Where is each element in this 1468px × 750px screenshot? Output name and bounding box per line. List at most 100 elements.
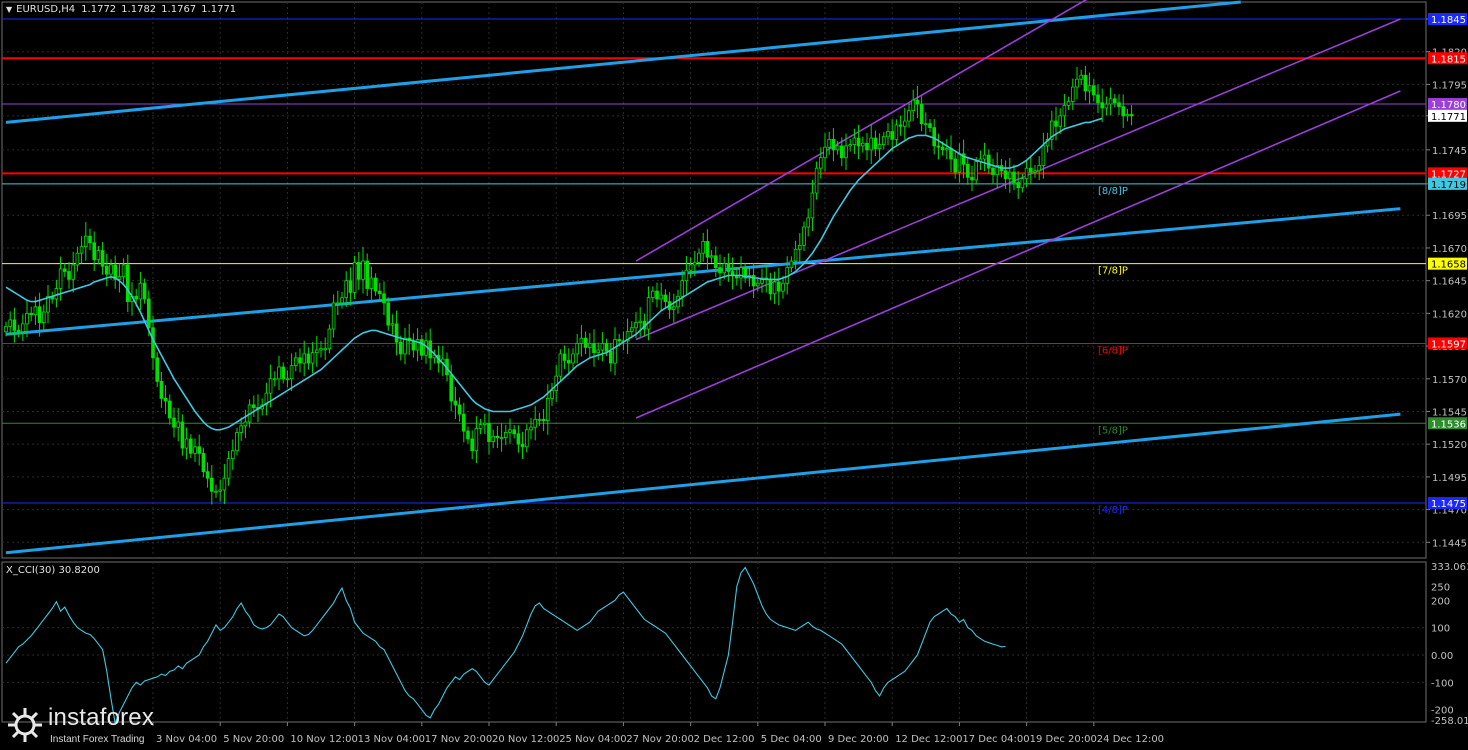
time-tick-label: 25 Nov 04:00 [559,734,626,745]
dropdown-triangle-icon[interactable]: ▼ [6,5,13,14]
candle-body [365,260,369,289]
price-series [4,65,1134,505]
candle-body [344,280,348,299]
price-tick-label: 1.1745 [1432,146,1467,157]
candle-body [134,295,139,300]
candle-body [688,264,693,271]
symbol-header[interactable]: ▼ EURUSD,H4 1.1772 1.1782 1.1767 1.1771 [6,4,241,15]
candle-body [348,280,353,293]
candle-body [630,327,634,333]
candle-body [831,138,836,151]
candle-body [1062,104,1067,117]
level-price-label: 1.1727 [1431,169,1466,180]
candle-body [222,477,227,491]
candle-body [331,302,336,330]
candle-body [352,261,357,293]
candle-body [739,267,743,279]
cci-tick-label: -200 [1431,706,1454,717]
level-price-tag [1428,337,1467,350]
candle-body [919,103,924,125]
trend-line [5,412,1401,555]
cci-tick-label: -258.013 [1431,716,1468,727]
candle-body [84,235,88,248]
candle-body [861,142,865,147]
cci-axis: 333.061 250 200 100 0.00 -100 -200-258.013 [1431,562,1468,727]
candle-body [928,123,932,128]
candle-body [793,248,798,262]
candle-body [1087,85,1092,92]
candle-body [680,280,684,297]
candle-body [890,131,894,140]
candle-body [335,302,340,305]
candle-body [571,353,575,364]
level-price-tag [1428,497,1467,510]
level-price-label: 1.1475 [1431,499,1466,510]
candle-body [117,276,122,280]
time-tick-label: 3 Nov 04:00 [156,734,217,745]
candle-body [8,319,13,327]
price-tick-label: 1.1520 [1432,440,1467,451]
cci-indicator-label: X_CCI(30) 30.8200 [6,565,100,576]
candle-body [987,154,991,169]
level-price-label: 1.1845 [1431,15,1466,26]
candle-body [1075,78,1079,88]
price-axis: 1.18451.18201.17951.17711.17451.17191.16… [1426,13,1467,549]
candle-body [390,323,395,326]
candle-body [146,298,151,329]
candle-body [873,137,878,149]
candle-body [848,144,852,147]
open-price: 1.1772 [81,4,117,15]
level-price-label: 1.1597 [1431,339,1466,350]
candle-body [525,429,529,448]
level-price-label: 1.1658 [1431,260,1466,271]
candle-body [167,400,172,419]
candle-body [214,490,218,493]
candle-body [856,137,861,147]
candle-body [63,268,67,272]
candle-body [651,290,655,299]
candle-body [105,265,109,275]
time-tick-label: 2 Dec 12:00 [694,734,755,745]
price-tick-label: 1.1570 [1432,375,1467,386]
candle-body [109,264,113,275]
candle-body [487,422,491,442]
cci-tick-label: 250 [1431,583,1450,594]
close-price: 1.1771 [201,4,237,15]
logo-tagline: Instant Forex Trading [50,734,145,745]
candle-body [356,261,361,280]
candle-body [306,353,311,364]
price-channel [635,0,1401,419]
candle-body [289,365,294,380]
candle-body [201,452,206,473]
candle-body [499,437,504,440]
level-price-label: 1.1815 [1431,54,1466,65]
candle-body [1037,165,1042,172]
price-tick-label: 1.1645 [1432,277,1467,288]
candle-body [1058,115,1063,127]
candle-body [957,153,962,173]
time-tick-label: 5 Dec 04:00 [761,734,822,745]
candle-body [1033,170,1037,173]
candle-body [96,250,101,261]
time-tick-label: 12 Dec 12:00 [895,734,962,745]
candle-body [302,353,306,364]
candle-body [882,136,886,145]
candle-body [894,124,899,140]
candle-body [520,443,525,448]
candle-body [562,353,567,361]
level-price-label: 1.1780 [1431,100,1466,111]
candle-body [1008,171,1012,180]
candle-body [1125,114,1130,117]
candle-body [180,421,185,449]
candle-body [159,380,164,399]
candle-body [537,418,542,421]
cci-panel [1,561,1427,726]
cci-tick-label: 200 [1431,596,1450,607]
candle-body [726,263,731,272]
horizontal-levels: [8/8]P [7/8]P [6/8]P [5/8]P [4/8]P [2,18,1426,516]
candle-body [1096,94,1100,104]
candle-body [1016,182,1020,189]
candle-body [188,438,193,454]
candle-body [672,306,676,310]
